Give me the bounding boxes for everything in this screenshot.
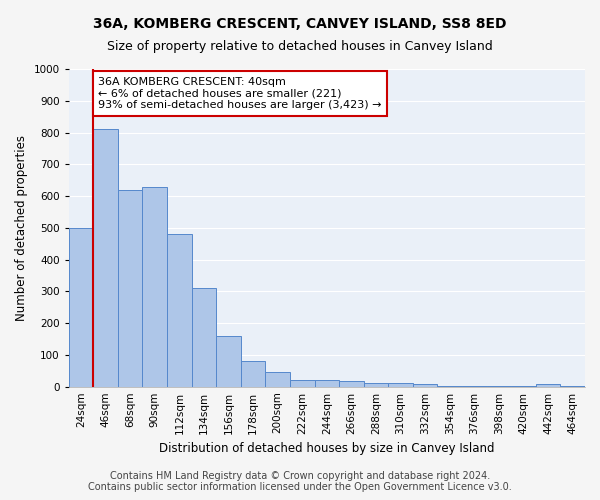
Bar [314, 380, 339, 386]
Bar [93, 130, 118, 386]
Bar [241, 362, 265, 386]
Bar [167, 234, 191, 386]
Bar [339, 381, 364, 386]
Bar [364, 382, 388, 386]
Bar [290, 380, 314, 386]
X-axis label: Distribution of detached houses by size in Canvey Island: Distribution of detached houses by size … [159, 442, 494, 455]
Text: Size of property relative to detached houses in Canvey Island: Size of property relative to detached ho… [107, 40, 493, 53]
Bar [265, 372, 290, 386]
Bar [388, 383, 413, 386]
Bar [118, 190, 142, 386]
Bar [536, 384, 560, 386]
Bar [191, 288, 216, 386]
Y-axis label: Number of detached properties: Number of detached properties [15, 135, 28, 321]
Bar [142, 186, 167, 386]
Text: Contains HM Land Registry data © Crown copyright and database right 2024.
Contai: Contains HM Land Registry data © Crown c… [88, 471, 512, 492]
Text: 36A, KOMBERG CRESCENT, CANVEY ISLAND, SS8 8ED: 36A, KOMBERG CRESCENT, CANVEY ISLAND, SS… [93, 18, 507, 32]
Text: 36A KOMBERG CRESCENT: 40sqm
← 6% of detached houses are smaller (221)
93% of sem: 36A KOMBERG CRESCENT: 40sqm ← 6% of deta… [98, 77, 382, 110]
Bar [69, 228, 93, 386]
Bar [216, 336, 241, 386]
Bar [413, 384, 437, 386]
